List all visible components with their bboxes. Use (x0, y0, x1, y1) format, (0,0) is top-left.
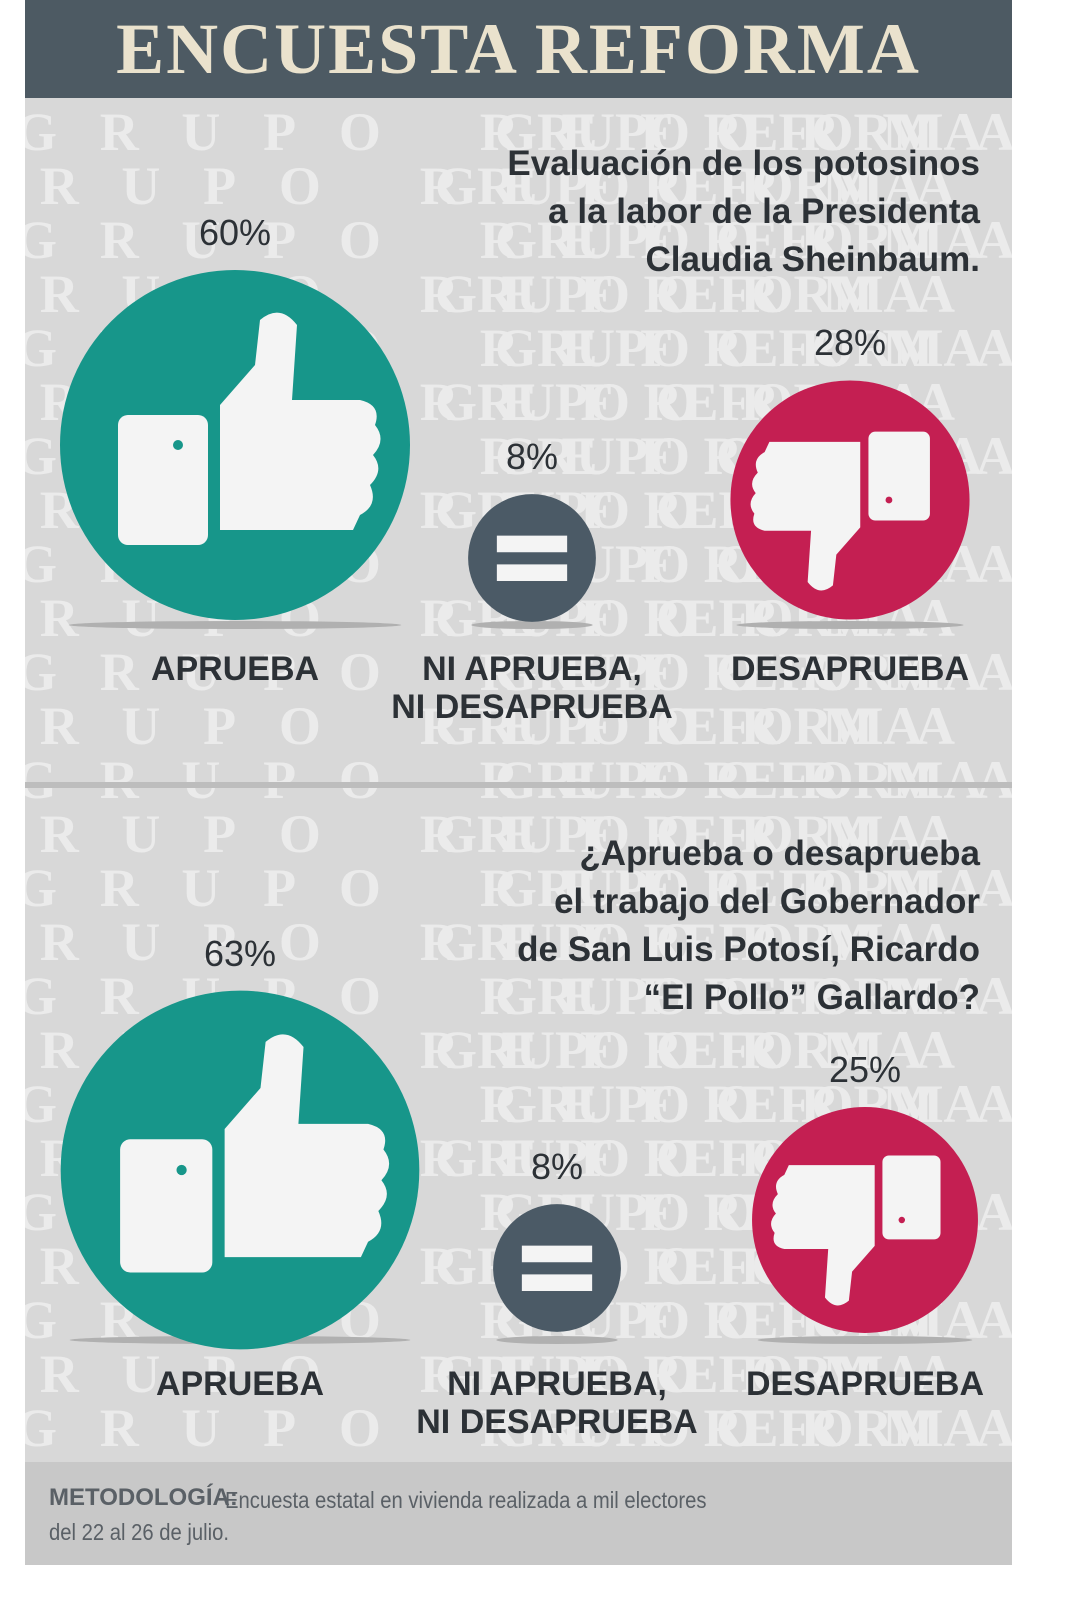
circle-shadow (736, 621, 964, 629)
watermark: GRUPO REFORMA (435, 264, 922, 324)
watermark: GRUPO REFORMA (495, 318, 982, 378)
value-label: 28% (813, 322, 887, 364)
cuff-dot (173, 440, 183, 450)
value-label: 8% (505, 436, 559, 478)
circle-shadow (496, 1336, 618, 1344)
equals-bar (521, 1274, 593, 1292)
watermark: GRUPO REFORMA (435, 1020, 922, 1080)
equals-bar (521, 1245, 593, 1263)
thumb-icon (750, 431, 930, 591)
cuff-dot (176, 1164, 187, 1176)
hand (220, 312, 381, 530)
cuff (120, 1139, 213, 1273)
watermark: GRUPO REFORMA (435, 912, 922, 972)
equals-bar (496, 564, 568, 582)
category-label: NI APRUEBA, NI DESAPRUEBA (391, 650, 673, 726)
watermark: GRUPO REFORMA (495, 1398, 982, 1458)
chart-title: ¿Aprueba o desaprueba el trabajo del Gob… (517, 834, 980, 1017)
watermark: GRUPO REFORMA (495, 966, 982, 1026)
watermark: GRUPO REFORMA (435, 696, 922, 756)
watermark: GRUPO REFORMA (435, 1344, 922, 1404)
circle-shadow (471, 621, 593, 629)
watermark: GRUPO REFORMA (495, 210, 982, 270)
methodology-text: Encuesta estatal en vivienda realizada a… (49, 1487, 707, 1545)
category-label: APRUEBA (150, 650, 320, 688)
cuff-dot (898, 1216, 906, 1224)
category-label: APRUEBA (155, 1365, 325, 1403)
value-label: 60% (198, 212, 272, 253)
equals-bar (496, 535, 568, 553)
footer: METODOLOGÍA: Encuesta estatal en viviend… (25, 1462, 1012, 1565)
value-label: 25% (828, 1049, 902, 1091)
category-label: DESAPRUEBA (730, 650, 970, 688)
circle-shadow (757, 1336, 973, 1344)
chart (25, 270, 1012, 1350)
category-label: DESAPRUEBA (745, 1365, 985, 1403)
thumb-icon (120, 1034, 390, 1273)
watermark: GRUPO REFORMA (495, 750, 982, 810)
cuff (118, 415, 208, 545)
watermark: GRUPO REFORMA (435, 156, 922, 216)
hand (771, 1165, 875, 1306)
chart-title: Evaluación de los potosinos a la labor d… (507, 144, 980, 279)
watermark: GRUPO REFORMA (435, 804, 922, 864)
bubble (468, 494, 596, 622)
value-label: 63% (203, 932, 277, 974)
value-label: 8% (530, 1146, 584, 1188)
cuff (868, 431, 930, 521)
header-title: ENCUESTA REFORMA (25, 0, 1012, 98)
thumb-icon (118, 312, 381, 545)
bubble (493, 1204, 621, 1332)
watermark: GRUPO REFORMA (495, 102, 982, 162)
cuff-dot (885, 496, 893, 504)
cuff (882, 1155, 941, 1240)
thumb-icon (771, 1155, 941, 1306)
methodology-label: METODOLOGÍA: (49, 1484, 238, 1511)
category-label: NI APRUEBA, NI DESAPRUEBA (416, 1365, 698, 1441)
watermark: GRUPO REFORMA (495, 642, 982, 702)
hand (224, 1034, 390, 1258)
circle-shadow (68, 621, 402, 629)
hand (750, 441, 861, 591)
watermark: GRUPO REFORMA (495, 858, 982, 918)
